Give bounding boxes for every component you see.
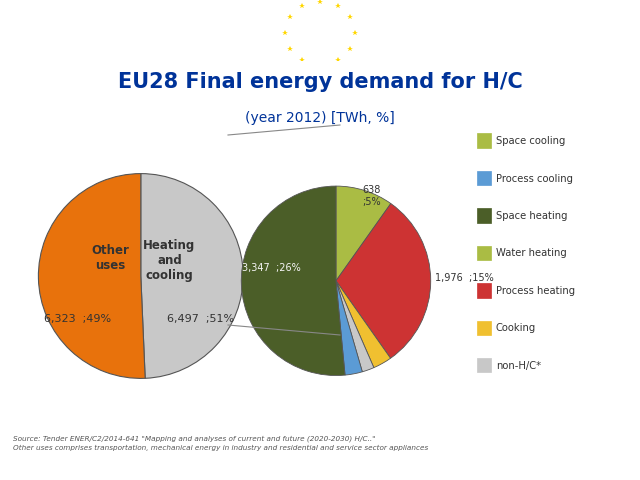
Text: EU28 Final energy demand for H/C: EU28 Final energy demand for H/C [118, 72, 522, 92]
Wedge shape [336, 186, 391, 281]
Wedge shape [141, 174, 243, 378]
Text: Source: Tender ENER/C2/2014-641 "Mapping and analyses of current and future (202: Source: Tender ENER/C2/2014-641 "Mapping… [13, 435, 375, 442]
Wedge shape [336, 281, 374, 372]
Text: 192  ;2%: 192 ;2% [0, 479, 1, 480]
Text: 6,323  ;49%: 6,323 ;49% [44, 314, 111, 324]
Wedge shape [336, 281, 390, 368]
Text: Cooking: Cooking [496, 324, 536, 333]
Text: Heating
and
cooling: Heating and cooling [143, 239, 196, 282]
Text: Water heating: Water heating [496, 249, 567, 258]
Wedge shape [336, 204, 431, 358]
Text: (year 2012) [TWh, %]: (year 2012) [TWh, %] [245, 111, 395, 125]
Text: non-H/C*: non-H/C* [496, 361, 541, 371]
Text: Space heating: Space heating [496, 211, 568, 221]
Text: 638
;5%: 638 ;5% [363, 185, 381, 207]
Text: 6,497  ;51%: 6,497 ;51% [166, 314, 234, 324]
Text: 134  ;1%: 134 ;1% [0, 479, 1, 480]
Wedge shape [241, 186, 345, 375]
Text: Other uses comprises transportation, mechanical energy in industry and residenti: Other uses comprises transportation, mec… [13, 445, 428, 451]
Text: Process cooling: Process cooling [496, 174, 573, 183]
Wedge shape [336, 281, 362, 375]
Text: Energy: Energy [298, 461, 342, 471]
Text: Space cooling: Space cooling [496, 136, 565, 146]
Text: 209  ;2%: 209 ;2% [0, 479, 1, 480]
Wedge shape [38, 174, 145, 378]
Text: Process heating: Process heating [496, 286, 575, 296]
Text: Other
uses: Other uses [91, 243, 129, 272]
Text: 1,976  ;15%: 1,976 ;15% [435, 273, 494, 283]
Text: 3,347  ;26%: 3,347 ;26% [242, 264, 301, 273]
